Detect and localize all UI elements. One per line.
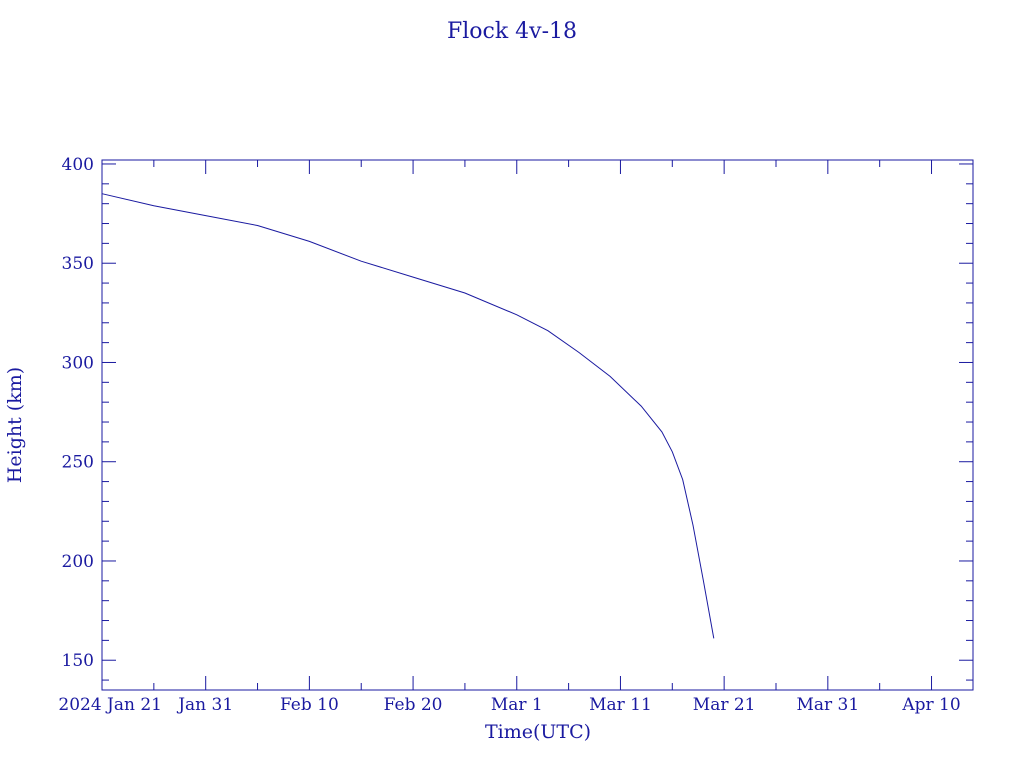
plot-frame	[101, 159, 974, 691]
x-tick-label: Feb 10	[280, 695, 339, 715]
y-tick-label: 150	[62, 651, 94, 671]
x-tick-label: Jan 31	[176, 695, 233, 715]
x-tick-label: Mar 21	[693, 695, 756, 715]
y-tick-label: 400	[62, 155, 94, 175]
x-tick-label: Feb 20	[384, 695, 443, 715]
x-tick-label: Mar 1	[491, 695, 543, 715]
x-tick-label: 2024 Jan 21	[58, 695, 162, 715]
chart-title: Flock 4v-18	[447, 19, 577, 44]
x-axis-ticks: 2024 Jan 21 Jan 31 Feb 10 Feb 20 Mar 1 Mar 11…	[58, 160, 961, 715]
x-tick-label: Mar 31	[796, 695, 859, 715]
x-tick-label: Mar 11	[589, 695, 652, 715]
y-tick-label: 250	[62, 453, 94, 473]
y-tick-label: 350	[62, 254, 94, 274]
y-axis-label: Height (km)	[4, 367, 26, 483]
x-axis-label: Time(UTC)	[485, 721, 591, 743]
height-series-line	[101, 193, 715, 639]
y-tick-label: 200	[62, 552, 94, 572]
y-tick-label: 300	[62, 353, 94, 373]
x-tick-label: Apr 10	[901, 695, 960, 715]
y-axis-ticks: 150 200 250 300 350 400	[62, 155, 973, 681]
